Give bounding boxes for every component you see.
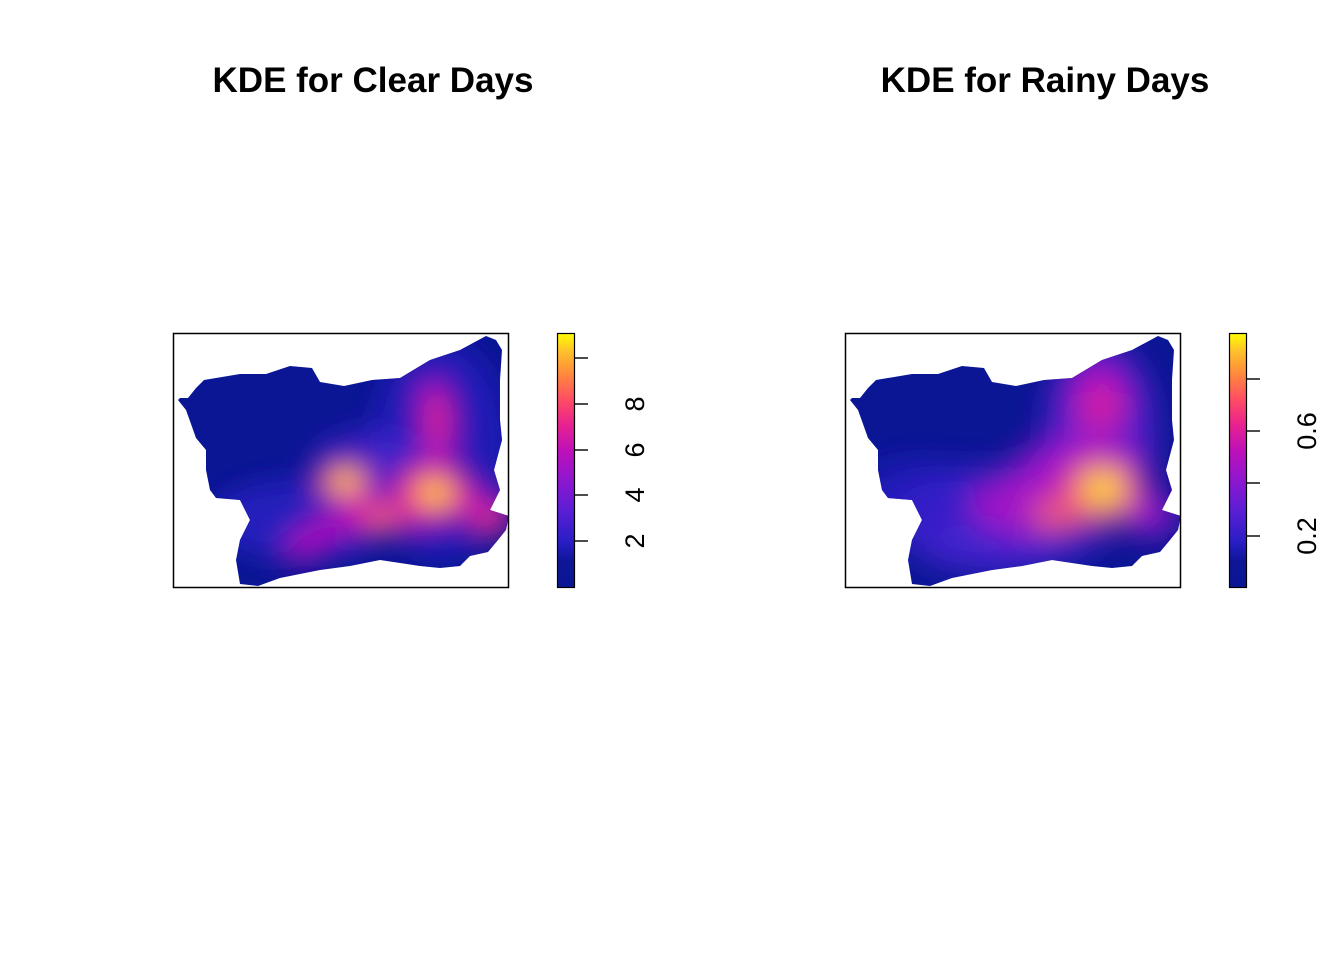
density-peak: [426, 485, 446, 501]
colorbar-tick-label: 2: [620, 533, 650, 548]
density-blob: [1084, 392, 1120, 424]
plot-frame: [844, 332, 1182, 589]
colorbar-frame: [1228, 332, 1248, 589]
colorbar-tick-label: 0.6: [1292, 412, 1322, 450]
colorbar: 2 4 6 8: [556, 332, 650, 589]
colorbar-frame: [556, 332, 576, 589]
density-peak: [1089, 476, 1119, 500]
density-blob: [422, 390, 454, 450]
colorbar: 0.2 0.6: [1228, 332, 1322, 589]
density-peak: [370, 510, 394, 526]
kde-map: [850, 336, 1181, 586]
colorbar-gradient: [1229, 333, 1246, 587]
chart-title: KDE for Clear Days: [213, 61, 534, 100]
colorbar-tick-label: 6: [620, 442, 650, 457]
kde-map: [178, 336, 509, 586]
plot-frame: [172, 332, 510, 589]
colorbar-tick-label: 0.2: [1292, 517, 1322, 555]
colorbar-tick-label: 8: [620, 396, 650, 411]
density-peak: [338, 474, 354, 486]
colorbar-gradient: [557, 333, 574, 587]
colorbar-tick-label: 4: [620, 487, 650, 502]
density-peak: [1041, 506, 1069, 524]
density-blob: [470, 504, 509, 536]
chart-title: KDE for Rainy Days: [881, 61, 1210, 100]
